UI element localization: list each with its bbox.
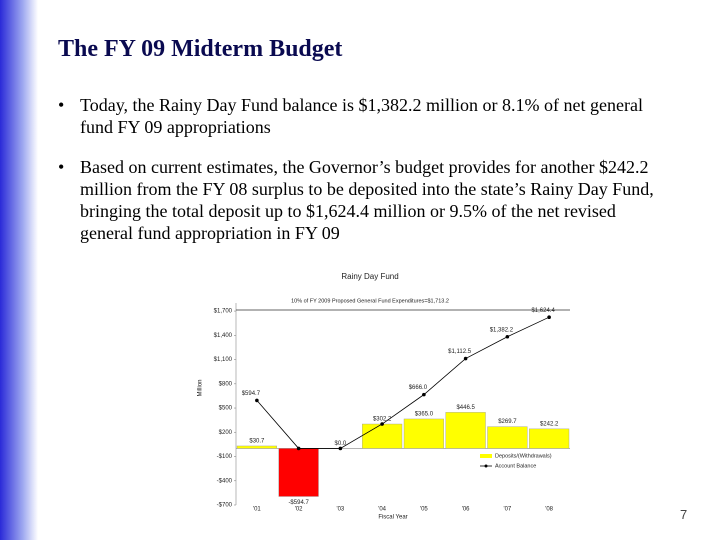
- slide-title: The FY 09 Midterm Budget: [58, 36, 343, 62]
- bar: [445, 412, 486, 449]
- line-value-label: $1,112.5: [448, 349, 472, 355]
- y-tick-label: $1,100: [214, 357, 233, 363]
- x-tick-label: '03: [336, 507, 344, 513]
- bar: [278, 448, 319, 497]
- bullet: • Based on current estimates, the Governo…: [58, 156, 668, 244]
- bar-value-label: $0.0: [335, 441, 347, 447]
- line-value-label: $666.0: [409, 385, 428, 391]
- chart-title: Rainy Day Fund: [341, 272, 398, 281]
- y-tick-label: -$100: [217, 454, 233, 460]
- bar-value-label: $269.7: [498, 419, 517, 425]
- legend-swatch: [480, 454, 492, 458]
- y-tick-label: $1,400: [214, 333, 233, 339]
- y-tick-label: $500: [219, 406, 233, 412]
- bar: [529, 428, 570, 449]
- balance-point: [422, 392, 426, 397]
- line-value-label: $1,624.4: [531, 308, 555, 314]
- balance-point: [338, 446, 343, 451]
- bar-value-label: $242.2: [540, 421, 559, 427]
- y-tick-label: $200: [219, 430, 233, 436]
- bar-value-label: $30.7: [249, 439, 265, 445]
- bullet-text: Based on current estimates, the Governor…: [80, 157, 654, 243]
- x-tick-label: '08: [545, 507, 553, 513]
- x-axis-label: Fiscal Year: [378, 515, 407, 521]
- x-tick-label: '02: [295, 507, 303, 513]
- bar-value-label: -$594.7: [288, 500, 309, 506]
- x-tick-label: '05: [420, 507, 428, 513]
- legend-label: Account Balance: [495, 463, 536, 469]
- bar: [362, 423, 403, 449]
- side-band: [0, 0, 38, 540]
- x-tick-label: '04: [378, 507, 386, 513]
- y-tick-label: -$700: [217, 503, 233, 509]
- bar-value-label: $446.5: [456, 405, 475, 411]
- chart: Rainy Day Fund 10% of FY 2009 Proposed G…: [188, 270, 574, 524]
- y-tick-label: $800: [219, 381, 233, 387]
- balance-line: [256, 316, 550, 449]
- balance-point: [505, 334, 510, 339]
- legend-point: [484, 464, 488, 468]
- x-tick-label: '01: [253, 507, 261, 513]
- bar: [236, 445, 277, 449]
- bullet-text: Today, the Rainy Day Fund balance is $1,…: [80, 95, 643, 137]
- page-number: 7: [680, 507, 688, 522]
- y-tick-label: -$400: [217, 478, 233, 484]
- bar-value-label: $365.0: [415, 412, 434, 418]
- y-tick-label: $1,700: [214, 309, 233, 315]
- bar: [487, 426, 528, 449]
- y-axis-label: Million: [198, 379, 204, 396]
- x-tick-label: '07: [503, 507, 511, 513]
- chart-background: [188, 270, 574, 524]
- bar-value-label: $302.2: [373, 417, 392, 423]
- x-tick-label: '06: [462, 507, 470, 513]
- line-value-label: $594.7: [242, 391, 261, 397]
- balance-point: [296, 446, 301, 451]
- legend-label: Deposits/(Withdrawals): [495, 453, 552, 459]
- reference-label: 10% of FY 2009 Proposed General Fund Exp…: [291, 298, 449, 304]
- balance-point: [463, 356, 468, 361]
- bullet: • Today, the Rainy Day Fund balance is $1…: [58, 94, 668, 138]
- balance-point: [380, 422, 384, 426]
- balance-point: [547, 315, 551, 319]
- bar: [403, 418, 444, 449]
- balance-point: [255, 398, 259, 403]
- line-value-label: $1,382.2: [490, 327, 514, 333]
